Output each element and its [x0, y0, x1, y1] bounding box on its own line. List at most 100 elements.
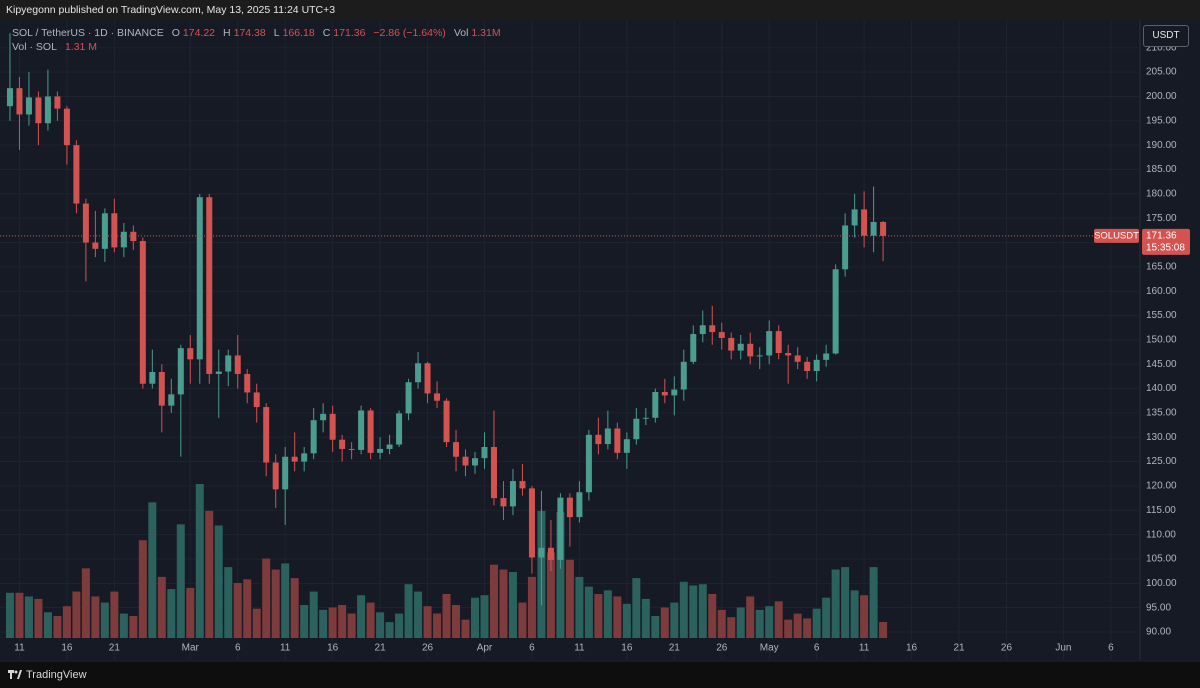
volume-bar — [366, 602, 375, 638]
volume-bar — [480, 595, 489, 638]
candle-body — [538, 547, 545, 558]
candle-body — [92, 242, 99, 249]
currency-button[interactable]: USDT — [1143, 25, 1189, 47]
candle-body — [415, 363, 422, 383]
candle-body — [775, 331, 782, 354]
candle-body — [519, 481, 526, 489]
volume-bar — [157, 576, 166, 638]
volume-bar — [803, 618, 812, 638]
price-tag-value: 171.36 — [1146, 231, 1177, 242]
candle-body — [25, 97, 32, 115]
candle-body — [54, 96, 61, 109]
candle-body — [253, 392, 260, 408]
candle-body — [282, 456, 289, 490]
candle-body — [396, 413, 403, 445]
volume-bar — [148, 502, 157, 638]
candle-body — [481, 446, 488, 459]
y-tick-label: 120.00 — [1146, 481, 1177, 492]
x-tick-label: 11 — [859, 643, 870, 654]
x-tick-label: Mar — [182, 643, 200, 654]
candle-body — [111, 213, 118, 248]
volume-bar — [100, 602, 109, 638]
volume-bar — [660, 607, 669, 638]
x-tick-label: 16 — [621, 643, 633, 654]
volume-bar — [879, 621, 888, 638]
x-tick-label: Jun — [1055, 643, 1071, 654]
y-tick-label: 165.00 — [1146, 261, 1177, 272]
volume-bar — [679, 581, 688, 638]
volume-bar — [594, 594, 603, 638]
volume-bar — [575, 576, 584, 638]
y-tick-label: 135.00 — [1146, 408, 1177, 419]
volume-bar — [689, 585, 698, 638]
l-value: 166.18 — [282, 27, 315, 39]
volume-bar — [129, 616, 138, 638]
y-tick-label: 155.00 — [1146, 310, 1177, 321]
x-tick-label: 21 — [109, 643, 121, 654]
x-tick-label: 6 — [814, 643, 820, 654]
volume-bar — [319, 609, 328, 638]
volume-bar — [423, 606, 432, 638]
candle-body — [35, 97, 42, 124]
y-tick-label: 195.00 — [1146, 115, 1177, 126]
candle-body — [73, 145, 80, 204]
candle-body — [756, 355, 763, 357]
x-tick-label: 26 — [1001, 643, 1013, 654]
candle-body — [472, 458, 478, 466]
volume-bar — [72, 591, 81, 638]
volume-bar — [584, 586, 593, 638]
x-tick-label: 26 — [422, 643, 434, 654]
volume-title: Vol · SOL — [12, 41, 57, 53]
countdown: 15:35:08 — [1146, 243, 1185, 254]
volume-bar — [91, 596, 100, 638]
volume-bar — [347, 613, 356, 638]
y-tick-label: 115.00 — [1146, 505, 1176, 516]
candle-body — [604, 428, 611, 445]
y-tick-label: 95.00 — [1146, 602, 1171, 613]
h-label: H — [223, 27, 231, 39]
candle-body — [718, 332, 725, 338]
o-label: O — [171, 27, 180, 39]
volume-bar — [300, 605, 309, 638]
candle-body — [301, 453, 308, 462]
candle-body — [215, 371, 222, 374]
h-value: 174.38 — [233, 27, 266, 39]
volume-bar — [15, 592, 24, 638]
volume-bar — [565, 559, 574, 638]
x-tick-label: 16 — [906, 643, 918, 654]
volume-bar — [376, 612, 385, 638]
y-tick-label: 160.00 — [1146, 286, 1177, 297]
candle-body — [585, 434, 592, 493]
candle-body — [272, 462, 279, 490]
candle-body — [320, 413, 327, 421]
volume-bar — [651, 616, 660, 638]
candle-body — [82, 203, 89, 243]
volume-bar — [53, 616, 62, 638]
candle-body — [244, 373, 251, 393]
candle-body — [130, 231, 137, 242]
candle-body — [120, 231, 127, 248]
candle-body — [633, 418, 640, 440]
volume-bar — [812, 608, 821, 638]
volume-bar — [746, 596, 755, 638]
volume-bar — [262, 558, 271, 638]
volume-bar — [309, 591, 318, 638]
volume-bar — [717, 609, 726, 638]
c-label: C — [322, 27, 331, 39]
volume-bar — [471, 597, 479, 638]
ticker-tag — [1094, 228, 1139, 243]
candle-body — [101, 213, 108, 249]
volume-bar — [167, 589, 176, 638]
volume-bar — [176, 524, 185, 638]
candle-body — [642, 417, 649, 419]
candle-body — [490, 446, 497, 499]
candle-body — [6, 88, 13, 107]
y-tick-label: 175.00 — [1146, 213, 1177, 224]
candle-body — [424, 363, 431, 394]
volume-bar — [556, 512, 565, 638]
vol-value: 1.31M — [471, 27, 501, 39]
candle-body — [794, 355, 801, 362]
candle-body — [709, 325, 716, 333]
